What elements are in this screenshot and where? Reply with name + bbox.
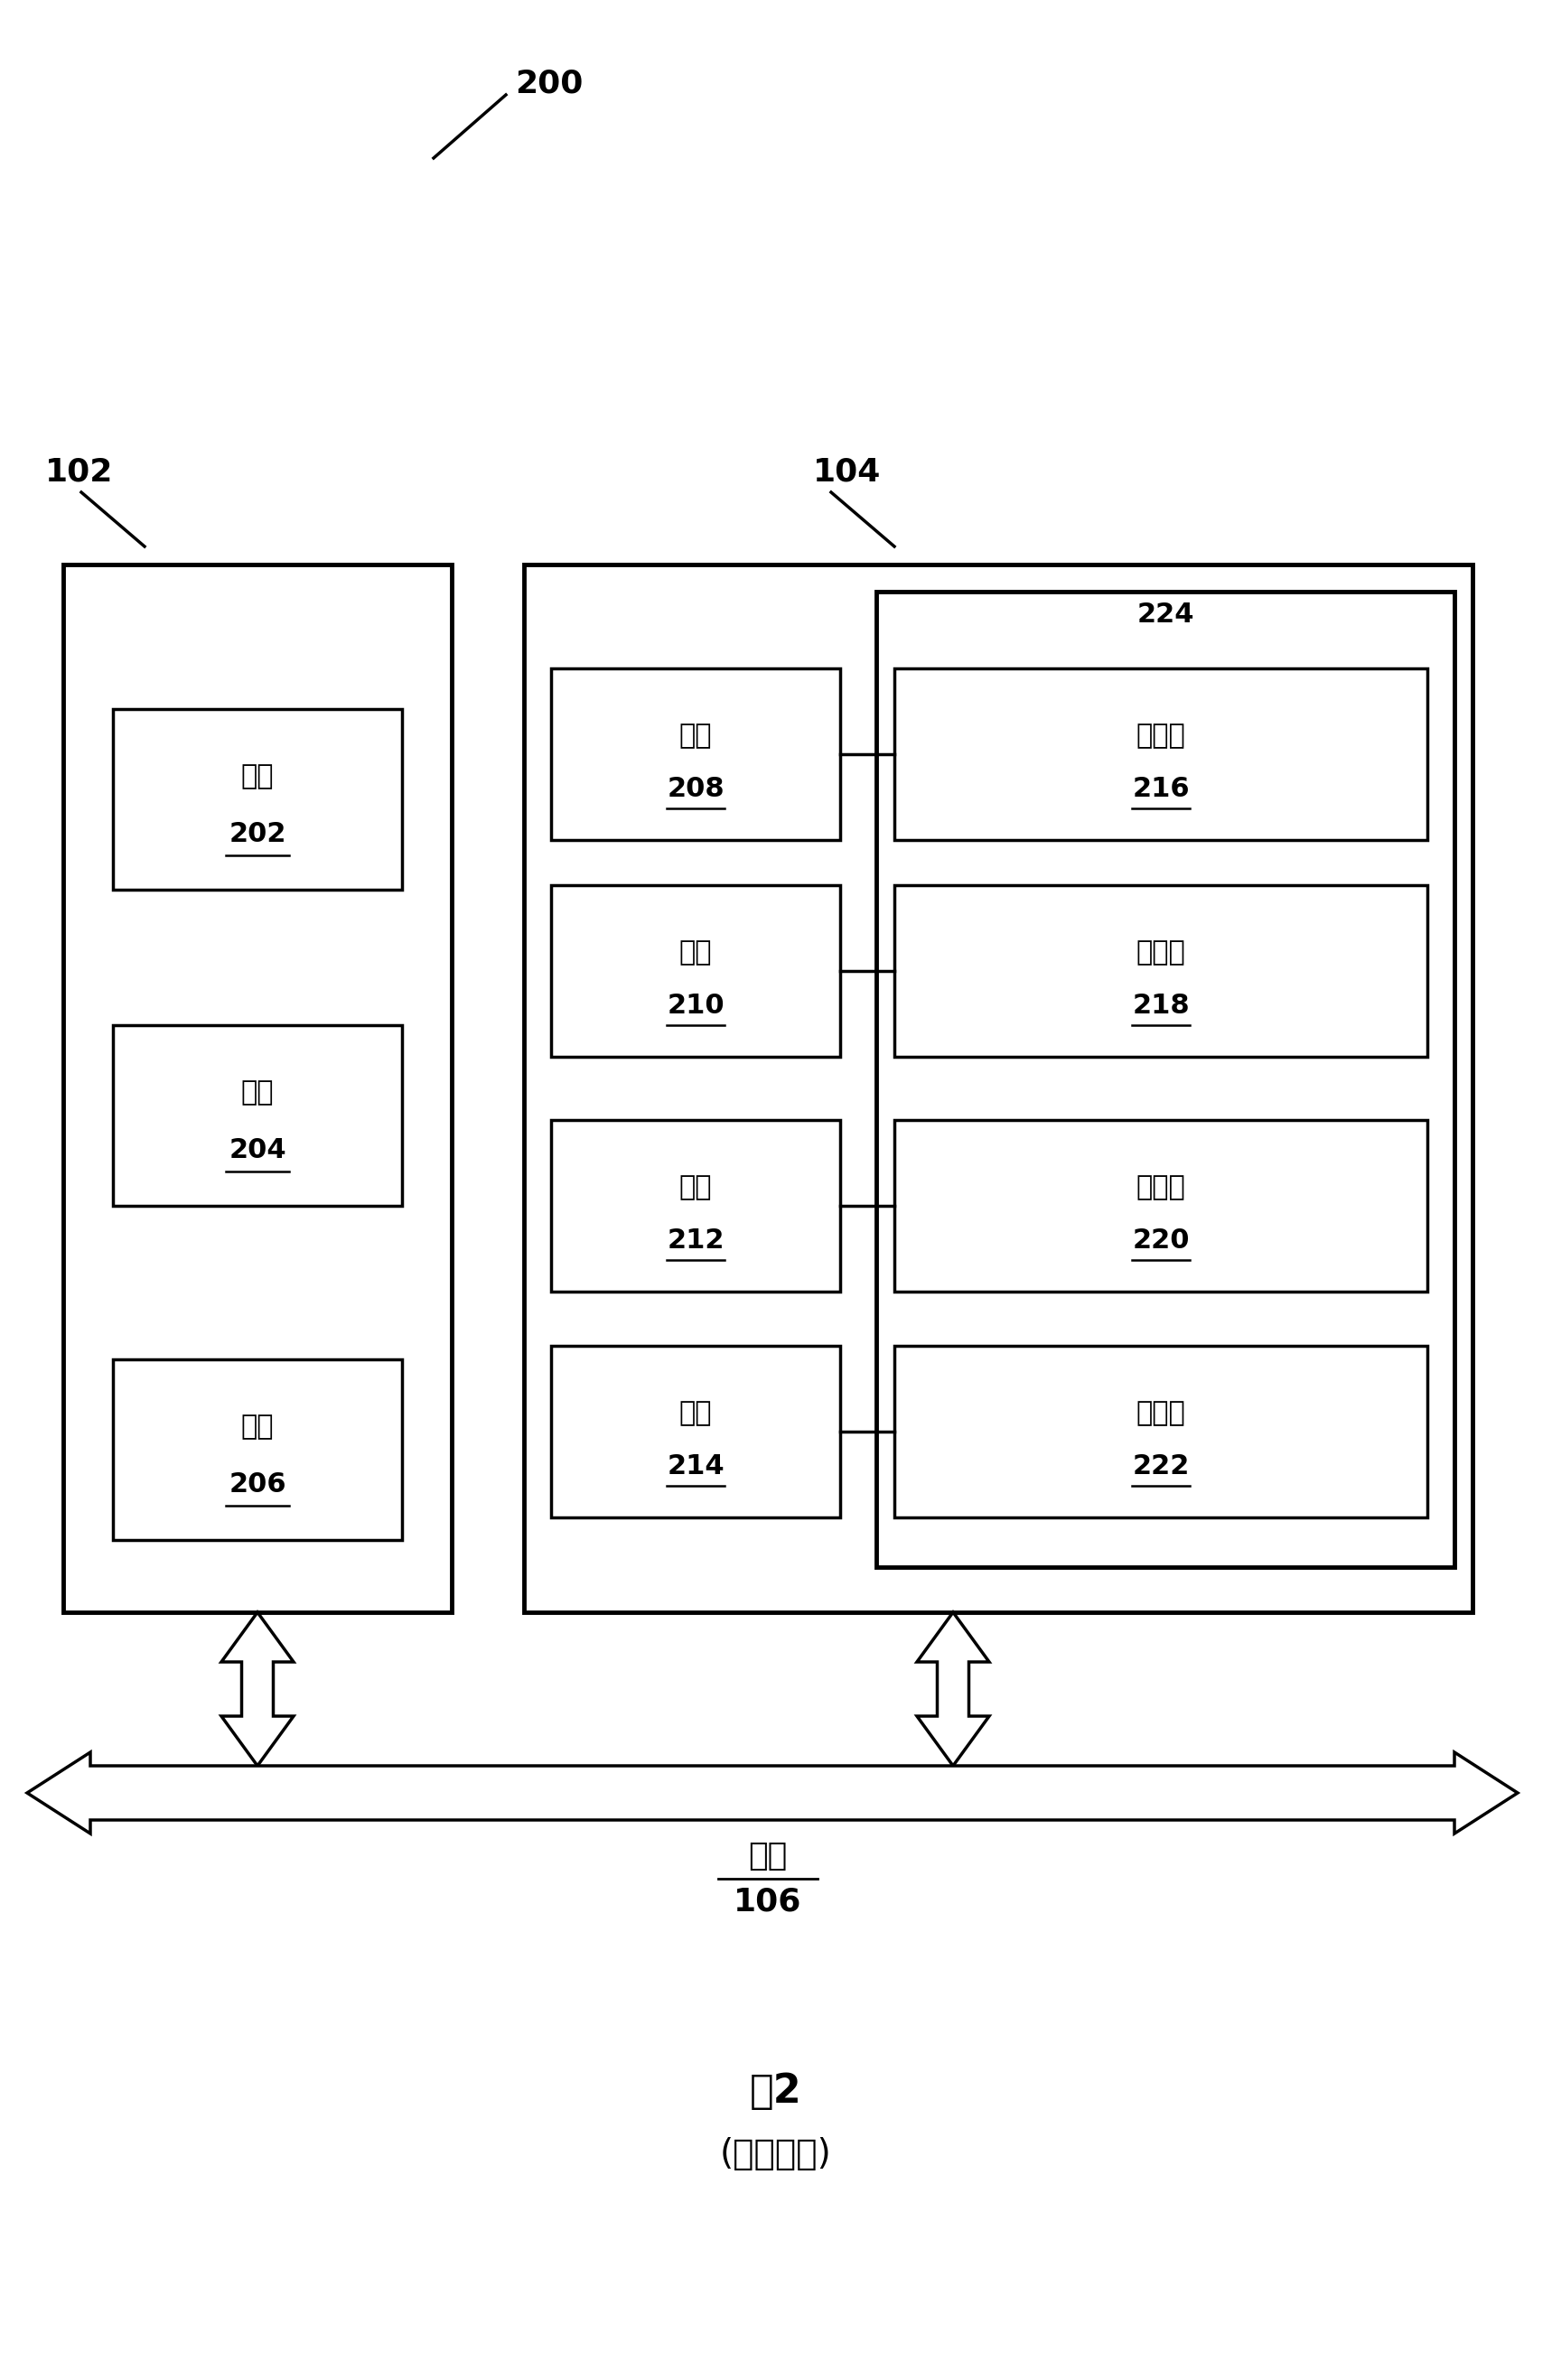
FancyBboxPatch shape (113, 709, 402, 890)
FancyBboxPatch shape (551, 1345, 840, 1518)
FancyBboxPatch shape (113, 1359, 402, 1540)
Text: 资源: 资源 (680, 724, 712, 750)
FancyBboxPatch shape (894, 1121, 1428, 1292)
Text: 信号量: 信号量 (1136, 1399, 1186, 1426)
Polygon shape (222, 1611, 293, 1766)
Text: 资源: 资源 (680, 940, 712, 966)
Text: 进程: 进程 (241, 1081, 275, 1107)
Text: 218: 218 (1131, 992, 1189, 1019)
Text: 212: 212 (667, 1228, 725, 1254)
FancyBboxPatch shape (525, 564, 1473, 1611)
Text: 104: 104 (813, 457, 882, 488)
FancyBboxPatch shape (877, 593, 1454, 1566)
Text: 214: 214 (667, 1452, 725, 1478)
FancyBboxPatch shape (551, 669, 840, 840)
Text: 200: 200 (515, 67, 584, 98)
Text: 信号量: 信号量 (1136, 940, 1186, 966)
Text: 102: 102 (45, 457, 113, 488)
Text: (现有技术): (现有技术) (720, 2137, 832, 2171)
Text: 资源: 资源 (680, 1176, 712, 1202)
Polygon shape (26, 1752, 1518, 1833)
Text: 210: 210 (667, 992, 725, 1019)
FancyBboxPatch shape (551, 885, 840, 1057)
Text: 202: 202 (228, 821, 286, 847)
Text: 资源: 资源 (680, 1399, 712, 1426)
Text: 208: 208 (667, 776, 725, 802)
FancyBboxPatch shape (894, 1345, 1428, 1518)
FancyBboxPatch shape (113, 1026, 402, 1207)
Text: 216: 216 (1131, 776, 1189, 802)
Text: 204: 204 (228, 1138, 286, 1164)
Polygon shape (917, 1611, 989, 1766)
Text: 106: 106 (734, 1885, 802, 1916)
FancyBboxPatch shape (551, 1121, 840, 1292)
Text: 206: 206 (228, 1471, 286, 1497)
Text: 进程: 进程 (241, 1414, 275, 1440)
Text: 222: 222 (1133, 1452, 1189, 1478)
Text: 224: 224 (1136, 602, 1193, 628)
Text: 进程: 进程 (241, 764, 275, 790)
Text: 220: 220 (1131, 1228, 1189, 1254)
FancyBboxPatch shape (64, 564, 452, 1611)
Text: 总线: 总线 (748, 1840, 787, 1871)
FancyBboxPatch shape (894, 885, 1428, 1057)
Text: 图2: 图2 (750, 2071, 802, 2111)
FancyBboxPatch shape (894, 669, 1428, 840)
Text: 信号量: 信号量 (1136, 724, 1186, 750)
Text: 信号量: 信号量 (1136, 1176, 1186, 1202)
